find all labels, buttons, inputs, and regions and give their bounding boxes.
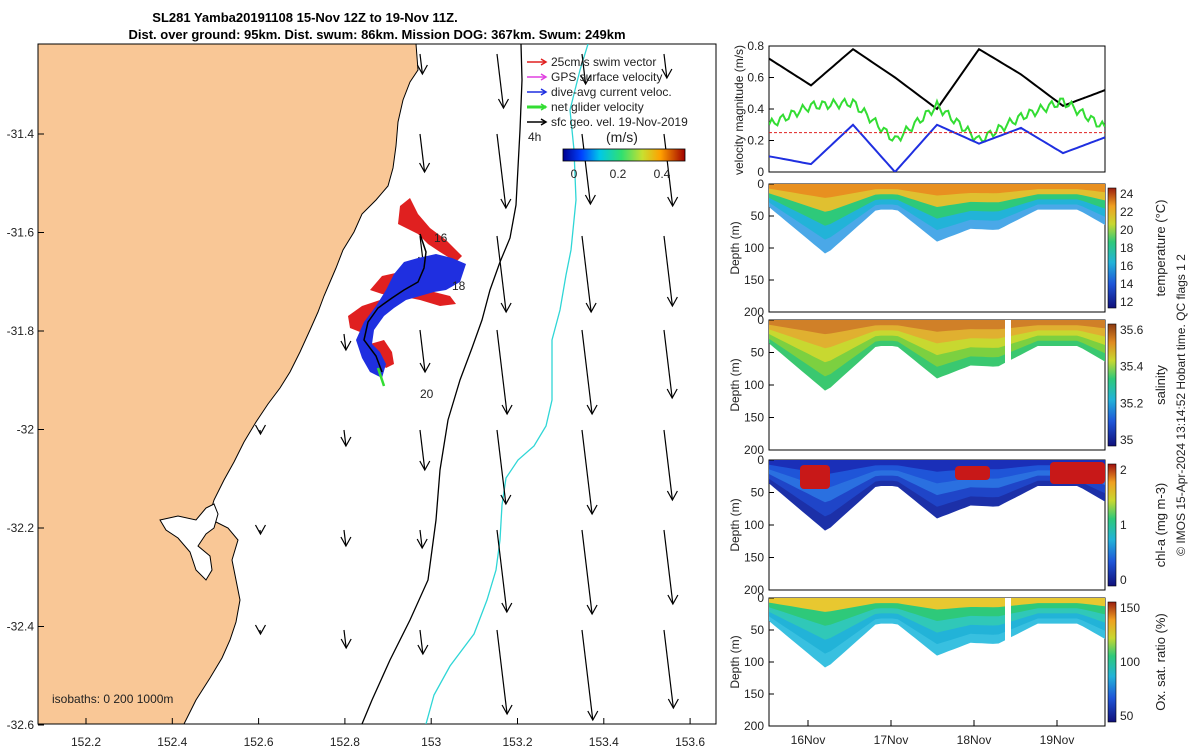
velocity-y-tick: 0.8 <box>747 39 764 53</box>
legend-entry: 25cm/s swim vector <box>551 55 656 69</box>
track-label-20: 20 <box>420 387 434 401</box>
figure-title-line2: Dist. over ground: 95km. Dist. swum: 86k… <box>128 27 625 42</box>
section-panel-oxygen: 0 50 100 150 200 Depth (m) 50 100 150 Ox. sat. ra… <box>728 591 1168 733</box>
colorbar-tick: 14 <box>1120 277 1134 291</box>
colorbar-tick: 150 <box>1120 601 1140 615</box>
colorbar-label-chl: chl-a (mg m-3) <box>1153 483 1168 568</box>
lat-tick-label: -31.4 <box>7 127 35 141</box>
lon-tick-label: 152.4 <box>157 735 187 749</box>
colorbar-chl <box>1108 464 1116 586</box>
depth-tick: 150 <box>744 411 764 425</box>
velocity-y-tick: 0.4 <box>747 102 764 116</box>
depth-tick: 150 <box>744 551 764 565</box>
date-tick-label: 17Nov <box>874 733 909 747</box>
velocity-y-tick: 0.2 <box>747 134 764 148</box>
colorbar-tick: 20 <box>1120 223 1134 237</box>
colorbar-tick-2: 0.4 <box>654 167 671 181</box>
legend-entry: sfc geo. vel. 19-Nov-2019 <box>551 115 688 129</box>
lon-tick-label: 153.4 <box>589 735 619 749</box>
depth-tick: 150 <box>744 273 764 287</box>
date-tick-label: 18Nov <box>957 733 992 747</box>
velocity-y-tick: 0.6 <box>747 71 764 85</box>
depth-tick: 100 <box>744 655 764 669</box>
colorbar-salinity <box>1108 324 1116 446</box>
depth-axis-label: Depth (m) <box>728 221 742 274</box>
depth-axis-label: Depth (m) <box>728 498 742 551</box>
depth-tick: 50 <box>751 623 765 637</box>
colorbar-tick: 35.6 <box>1120 323 1144 337</box>
lon-tick-label: 153 <box>421 735 441 749</box>
lat-tick-label: -31.6 <box>7 226 35 240</box>
depth-axis-label: Depth (m) <box>728 358 742 411</box>
depth-tick: 50 <box>751 209 765 223</box>
date-tick-label: 16Nov <box>791 733 826 747</box>
colorbar-temperature <box>1108 188 1116 308</box>
colorbar-tick: 2 <box>1120 463 1127 477</box>
depth-tick: 100 <box>744 241 764 255</box>
colorbar-tick-0: 0 <box>571 167 578 181</box>
colorbar-tick: 35.2 <box>1120 396 1144 410</box>
colorbar-tick: 50 <box>1120 709 1134 723</box>
depth-tick: 150 <box>744 687 764 701</box>
speed-colorbar <box>563 149 685 161</box>
legend-entry: GPS surface velocity <box>551 70 662 84</box>
lon-tick-label: 153.2 <box>502 735 532 749</box>
depth-tick: 0 <box>757 453 764 467</box>
depth-tick: 0 <box>757 313 764 327</box>
colorbar-tick: 35 <box>1120 433 1134 447</box>
depth-axis-label: Depth (m) <box>728 635 742 688</box>
depth-tick: 50 <box>751 486 765 500</box>
lat-tick-label: -31.8 <box>7 324 35 338</box>
velocity-ylabel: velocity magnitude (m/s) <box>732 45 746 175</box>
depth-tick: 0 <box>757 591 764 605</box>
legend-entry: dive-avg current veloc. <box>551 85 672 99</box>
map-panel: 16 18 20 152.2 152.4 152.6 152.8 153 153.2 153… <box>7 44 716 749</box>
lon-tick-label: 152.8 <box>330 735 360 749</box>
track-label-18: 18 <box>452 279 466 293</box>
lat-tick-label: -32.6 <box>7 718 35 732</box>
figure-title-line1: SL281 Yamba20191108 15-Nov 12Z to 19-Nov… <box>152 10 457 25</box>
track-label-16: 16 <box>434 231 448 245</box>
date-tick-label: 19Nov <box>1040 733 1075 747</box>
imos-credit: © IMOS 15-Apr-2024 13:14:52 Hobart time.… <box>1174 254 1188 556</box>
depth-tick: 0 <box>757 177 764 191</box>
colorbar-tick: 18 <box>1120 241 1134 255</box>
colorbar-oxygen <box>1108 602 1116 722</box>
lat-tick-label: -32.4 <box>7 620 35 634</box>
lat-tick-label: -32.2 <box>7 521 35 535</box>
colorbar-unit-label: (m/s) <box>606 129 638 145</box>
colorbar-tick-1: 0.2 <box>610 167 627 181</box>
colorbar-tick: 12 <box>1120 295 1134 309</box>
colorbar-tick: 0 <box>1120 573 1127 587</box>
isobaths-label: isobaths: 0 200 1000m <box>52 692 173 706</box>
colorbar-tick: 16 <box>1120 259 1134 273</box>
colorbar-tick: 22 <box>1120 205 1134 219</box>
velocity-panel: 00.20.40.60.8 velocity magnitude (m/s) <box>732 39 1105 179</box>
colorbar-label-salinity: salinity <box>1153 365 1168 405</box>
depth-tick: 50 <box>751 346 765 360</box>
colorbar-tick: 1 <box>1120 518 1127 532</box>
colorbar-label-oxygen: Ox. sat. ratio (%) <box>1153 613 1168 711</box>
depth-tick: 100 <box>744 518 764 532</box>
depth-tick: 100 <box>744 378 764 392</box>
depth-tick: 200 <box>744 719 764 733</box>
lon-tick-label: 153.6 <box>675 735 705 749</box>
lon-tick-label: 152.2 <box>71 735 101 749</box>
colorbar-tick: 100 <box>1120 655 1140 669</box>
colorbar-label-temperature: temperature (°C) <box>1153 200 1168 297</box>
colorbar-tick: 35.4 <box>1120 360 1144 374</box>
lat-tick-label: -32 <box>17 423 35 437</box>
colorbar-tick: 24 <box>1120 187 1134 201</box>
lon-tick-label: 152.6 <box>244 735 274 749</box>
legend-entry: net glider velocity <box>551 100 644 114</box>
scale-label-4h: 4h <box>528 130 541 144</box>
